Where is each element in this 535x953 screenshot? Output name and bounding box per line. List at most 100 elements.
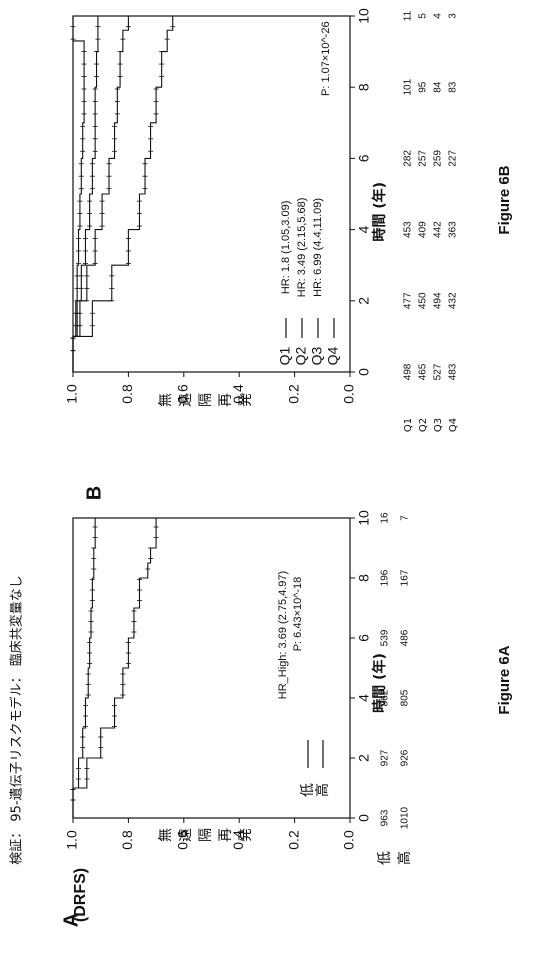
risk-row-label: Q2 [418,418,429,432]
risk-row-label: 高 [396,851,413,865]
x-tick-label: 10 [356,8,372,24]
risk-row-label: Q1 [403,418,414,432]
y-tick-label: 0.0 [341,384,357,404]
risk-count: 196 [380,569,391,586]
figure-label: Figure 6B [496,165,513,234]
x-tick-label: 10 [356,510,372,526]
risk-count: 5 [418,13,429,19]
y-axis-label-char: 隔 [198,393,214,407]
risk-count: 539 [380,629,391,646]
risk-count: 442 [433,221,444,238]
risk-count: 95 [418,81,429,93]
y-tick-label: 0.2 [285,830,301,850]
legend-label-3: Q4 [325,346,341,365]
legend-hr-1: HR: 3.49 (2.15,5.68) [296,198,308,298]
risk-count: 227 [448,150,459,167]
x-tick-label: 8 [356,574,372,582]
y-tick-label: 1.0 [64,384,80,404]
legend-label-1: 高 [314,783,331,797]
risk-count: 862 [380,689,391,706]
risk-count: 926 [400,749,411,766]
legend-label-0: 低 [300,783,316,797]
y-axis-label-char: 発 [238,828,254,842]
series-b-1 [73,16,84,372]
risk-count: 963 [380,809,391,826]
y-axis-label-char: 発 [238,393,254,407]
risk-count: 927 [380,749,391,766]
risk-count: 4 [433,13,444,19]
y-tick-label: 0.2 [285,384,301,404]
risk-count: 257 [418,150,429,167]
y-axis-label-char: 遠 [178,393,194,407]
y-tick-label: 0.8 [119,830,135,850]
legend-label-2: Q3 [309,346,325,365]
y-axis-label-char: 遠 [178,828,194,842]
risk-count: 167 [400,569,411,586]
p-text: P: 6.43×10^-18 [292,577,304,652]
plot-frame [73,518,350,818]
p-text: P: 1.07×10^-26 [320,21,332,96]
risk-count: 84 [433,81,444,93]
x-tick-label: 8 [356,83,372,91]
y-axis-label-char: 無 [158,393,174,407]
y-axis-label-char: 再 [218,393,234,407]
risk-count: 527 [433,363,444,380]
y-tick-label: 1.0 [64,830,80,850]
risk-row-label: Q4 [448,418,459,432]
panel-a: 0.00.20.40.60.81.00246810時間 (年)無遠隔再発(DRF… [60,510,513,927]
legend-hr-2: HR: 6.99 (4.4,11.09) [312,198,324,297]
risk-count: 101 [403,78,414,95]
risk-count: 483 [448,363,459,380]
y-axis-label-char: 隔 [198,828,214,842]
risk-count: 282 [403,150,414,167]
panel-b: 0.00.20.40.60.81.00246810時間 (年)無遠隔再発BFig… [64,8,513,500]
y-axis-label-char: 再 [218,828,234,842]
figure-label: Figure 6A [496,645,513,714]
risk-count: 486 [400,629,411,646]
risk-count: 3 [448,13,459,19]
series-a-2 [73,518,156,818]
risk-count: 16 [380,512,391,524]
risk-count: 477 [403,292,414,309]
hr-text: HR_High: 3.69 (2.75,4.97) [277,571,289,699]
legend-label-1: Q2 [293,346,309,365]
x-tick-label: 4 [356,225,372,233]
risk-count: 805 [400,689,411,706]
legend-hr-0: HR: 1.8 (1.05,3.09) [280,201,292,295]
risk-row-label: Q3 [433,418,444,432]
risk-count: 494 [433,292,444,309]
x-tick-label: 6 [356,634,372,642]
risk-count: 11 [403,10,414,21]
risk-count: 409 [418,221,429,238]
panel-letter: B [83,486,105,500]
series-b-2 [73,16,98,372]
x-tick-label: 4 [356,694,372,702]
risk-count: 432 [448,292,459,309]
x-axis-label: 時間 (年) [371,182,388,242]
x-tick-label: 6 [356,154,372,162]
page-title: 検証： 95-遺伝子リスクモデル： 臨床共変量なし [9,575,25,865]
risk-count: 83 [448,81,459,93]
risk-count: 498 [403,363,414,380]
legend-label-0: Q1 [277,346,293,365]
y-axis-label-char: 無 [158,828,174,842]
series-b-4 [73,16,173,372]
risk-count: 1010 [400,806,411,829]
x-tick-label: 2 [356,754,372,762]
panel-letter: A [60,913,82,927]
risk-count: 7 [400,515,411,521]
risk-count: 453 [403,221,414,238]
y-tick-label: 0.8 [119,384,135,404]
plot-frame [73,16,350,372]
x-tick-label: 0 [356,814,372,822]
x-tick-label: 2 [356,297,372,305]
risk-count: 259 [433,150,444,167]
x-tick-label: 0 [356,368,372,376]
risk-count: 363 [448,221,459,238]
risk-row-label: 低 [377,851,393,865]
series-a-1 [73,518,95,818]
risk-count: 450 [418,292,429,309]
y-tick-label: 0.0 [341,830,357,850]
risk-count: 465 [418,363,429,380]
